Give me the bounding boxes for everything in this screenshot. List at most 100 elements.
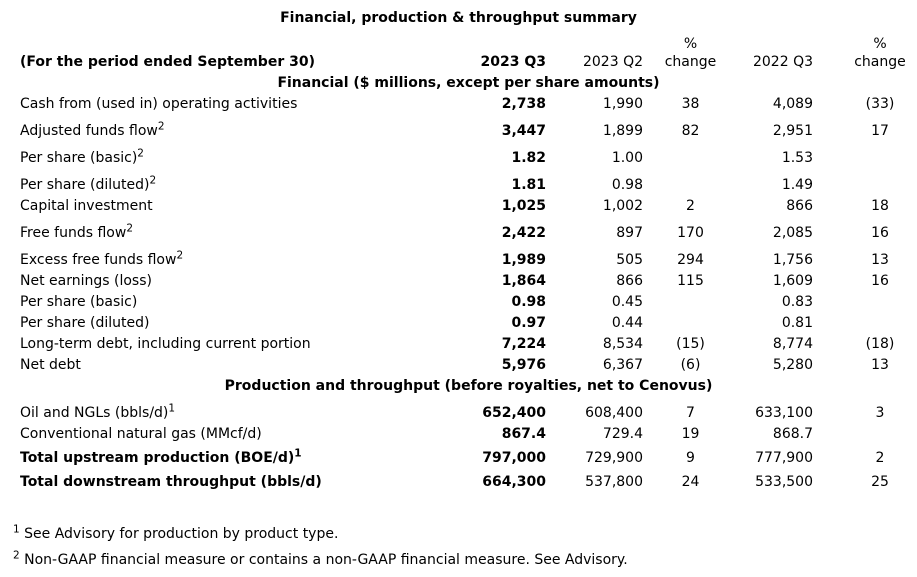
table-row: Conventional natural gas (MMcf/d) 867.4 72… <box>20 422 917 443</box>
cell-value: 0.83 <box>781 294 813 310</box>
cell-value: 537,800 <box>585 474 643 490</box>
table-row: Net debt 5,976 6,367 (6) 5,280 13 <box>20 353 917 374</box>
cell-value: (6) <box>680 357 701 373</box>
cell-value: 897 <box>616 225 643 241</box>
cell-value: (15) <box>676 336 705 352</box>
column-label: 2023 Q2 <box>582 54 643 70</box>
cell-value <box>843 140 917 167</box>
cell-value <box>643 167 738 194</box>
page-title: Financial, production & throughput summa… <box>280 10 637 26</box>
section-heading-row: Production and throughput (before royalt… <box>20 374 917 395</box>
cell-value: 0.45 <box>611 294 643 310</box>
cell-value: 1,864 <box>501 273 546 289</box>
table-row: Per share (diluted) 0.97 0.44 0.81 <box>20 311 917 332</box>
footnote-marker: 2 <box>126 222 133 235</box>
section-heading: Financial ($ millions, except per share … <box>277 75 660 91</box>
cell-value: 5,976 <box>501 357 546 373</box>
cell-value: 1.81 <box>511 177 546 193</box>
cell-value: 25 <box>871 474 889 490</box>
footnote-marker: 2 <box>13 549 20 562</box>
cell-value: 4,089 <box>772 96 813 112</box>
cell-value: 19 <box>681 426 700 442</box>
cell-value: 294 <box>677 252 704 268</box>
cell-value: 7 <box>686 405 695 421</box>
row-label-text: Long-term debt, including current portio… <box>20 336 311 352</box>
table-row: Oil and NGLs (bbls/d)1 652,400 608,400 7 633… <box>20 395 917 422</box>
cell-value: 866 <box>616 273 643 289</box>
cell-value: 0.97 <box>511 315 546 331</box>
row-label: Per share (diluted)2 <box>20 167 435 194</box>
row-label: Adjusted funds flow2 <box>20 113 435 140</box>
footnote: 2 Non-GAAP financial measure or contains… <box>13 547 917 573</box>
row-label-text: Cash from (used in) operating activities <box>20 96 298 112</box>
cell-value: 1.00 <box>611 150 643 166</box>
summary-table: (For the period ended September 30) 2023… <box>20 33 917 491</box>
row-label-text: Excess free funds flow <box>20 252 177 268</box>
cell-value: 1.49 <box>781 177 813 193</box>
table-header: (For the period ended September 30) 2023… <box>20 33 917 71</box>
cell-value: 1,990 <box>602 96 643 112</box>
percent-sign: % <box>873 36 887 52</box>
cell-value: 0.44 <box>611 315 643 331</box>
column-header-5: % change <box>843 33 917 71</box>
cell-value: 633,100 <box>755 405 813 421</box>
cell-value: 8,534 <box>602 336 643 352</box>
row-label-text: Per share (basic) <box>20 150 138 166</box>
table-row: Per share (basic)2 1.82 1.00 1.53 <box>20 140 917 167</box>
cell-value: 170 <box>677 225 704 241</box>
footnote-marker: 2 <box>137 147 144 160</box>
cell-value: 2,738 <box>501 96 546 112</box>
cell-value <box>843 167 917 194</box>
table-body: Financial ($ millions, except per share … <box>20 71 917 491</box>
cell-value: 866 <box>786 198 813 214</box>
row-label: Per share (diluted) <box>20 311 435 332</box>
row-label: Per share (basic)2 <box>20 140 435 167</box>
row-label-text: Oil and NGLs (bbls/d) <box>20 405 169 421</box>
cell-value: 1,609 <box>772 273 813 289</box>
cell-value: 729.4 <box>602 426 643 442</box>
table-row: Adjusted funds flow2 3,447 1,899 82 2,951 17 <box>20 113 917 140</box>
cell-value: 1,002 <box>602 198 643 214</box>
cell-value: 868.7 <box>772 426 813 442</box>
cell-value: 17 <box>871 123 889 139</box>
cell-value: 38 <box>681 96 700 112</box>
cell-value: 16 <box>871 225 889 241</box>
cell-value <box>643 290 738 311</box>
row-label: Cash from (used in) operating activities <box>20 92 435 113</box>
cell-value: 652,400 <box>482 405 546 421</box>
footnote-marker: 1 <box>168 402 176 415</box>
column-header-2: 2023 Q2 <box>550 33 643 71</box>
cell-value: 9 <box>686 450 695 466</box>
column-header-3: % change <box>643 33 738 71</box>
percent-sign: % <box>683 36 698 52</box>
cell-value: 533,500 <box>755 474 813 490</box>
row-label: Oil and NGLs (bbls/d)1 <box>20 395 435 422</box>
table-row: Net earnings (loss) 1,864 866 115 1,609 16 <box>20 269 917 290</box>
cell-value: 2,951 <box>772 123 813 139</box>
row-label: Conventional natural gas (MMcf/d) <box>20 422 435 443</box>
cell-value: 2 <box>875 450 885 466</box>
cell-value: 115 <box>677 273 704 289</box>
row-label-text: Per share (basic) <box>20 294 138 310</box>
cell-value: 505 <box>616 252 643 268</box>
footnote-marker: 2 <box>149 174 157 187</box>
cell-value: 2 <box>686 198 695 214</box>
row-label: Free funds flow2 <box>20 215 435 242</box>
row-label: Total downstream throughput (bbls/d) <box>20 467 435 491</box>
row-label-text: Capital investment <box>20 198 153 214</box>
cell-value: 777,900 <box>755 450 813 466</box>
cell-value <box>843 422 917 443</box>
row-label-text: Net debt <box>20 357 81 373</box>
cell-value: 0.98 <box>611 177 643 193</box>
cell-value: 2,422 <box>501 225 546 241</box>
section-heading-row: Financial ($ millions, except per share … <box>20 71 917 92</box>
cell-value: 1,025 <box>501 198 546 214</box>
footnote-marker: 1 <box>294 447 302 460</box>
period-header: (For the period ended September 30) <box>20 54 315 70</box>
cell-value: 18 <box>871 198 889 214</box>
cell-value <box>643 311 738 332</box>
footnote-text: Non-GAAP financial measure or contains a… <box>24 552 628 568</box>
cell-value: 82 <box>681 123 700 139</box>
cell-value: 1.82 <box>511 150 546 166</box>
